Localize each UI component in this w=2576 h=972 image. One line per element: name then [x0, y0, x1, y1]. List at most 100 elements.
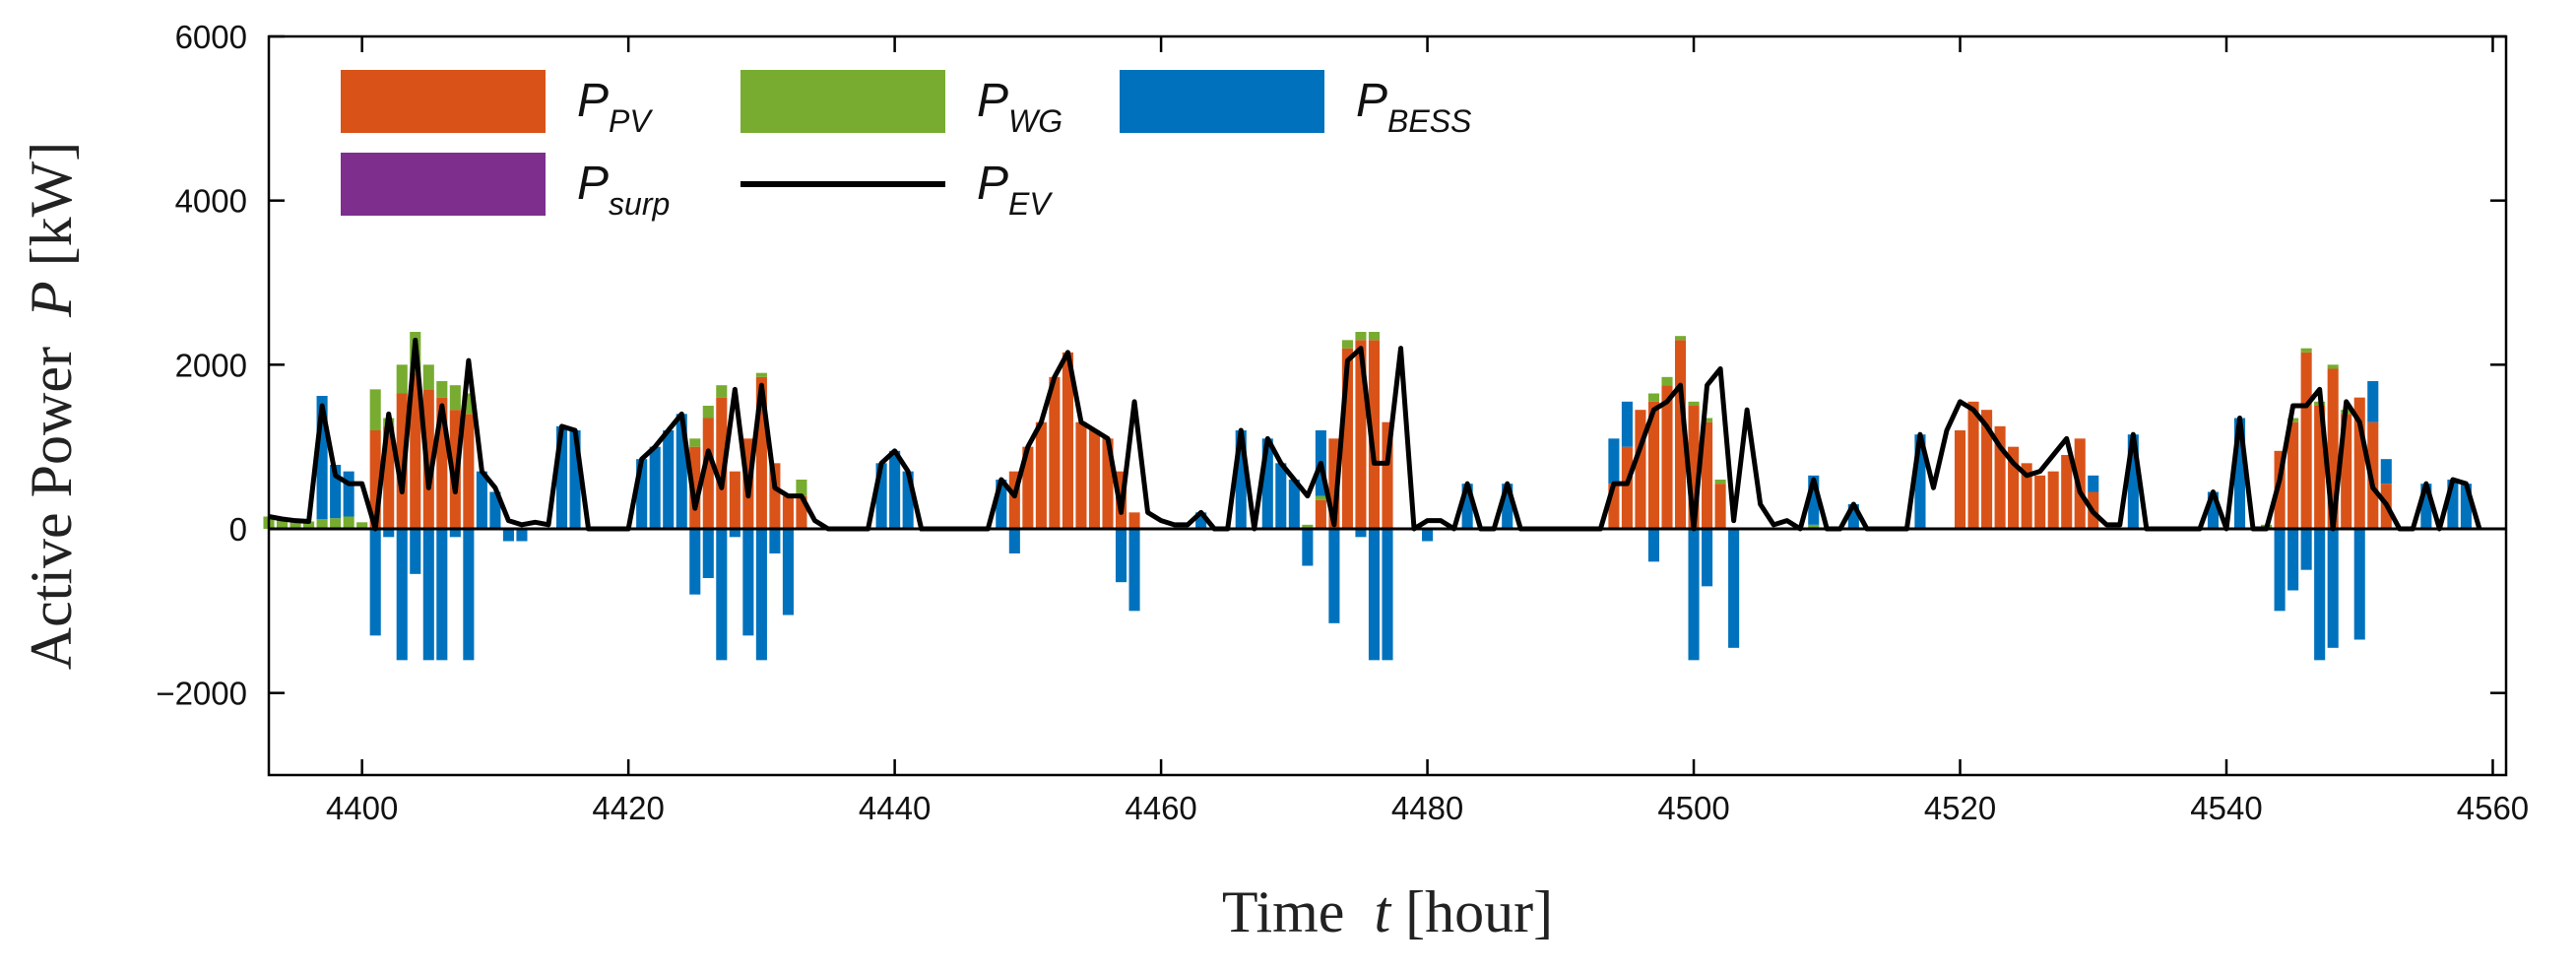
pv-bar — [755, 376, 767, 529]
bess-bar — [1275, 463, 1287, 529]
bess-bar — [1355, 529, 1367, 538]
pv-bar — [1714, 484, 1726, 529]
y-tick-label: 2000 — [175, 347, 247, 383]
bess-bar — [410, 529, 421, 574]
pv-bar — [689, 446, 701, 529]
pv-bar — [796, 495, 807, 529]
wg-bar — [436, 381, 448, 398]
wg-bar — [755, 372, 767, 377]
pv-bar — [1008, 471, 1020, 529]
pv-bar — [1688, 406, 1700, 529]
bess-bar — [1235, 430, 1247, 529]
wg-bar — [2300, 348, 2312, 353]
pv-bar — [463, 414, 475, 529]
axes-layer: 4400 4420 4440 4460 4480 4500 4520 4540 4560 −200… — [156, 19, 2529, 826]
ev-line-layer — [268, 337, 2482, 532]
bess-bar — [369, 529, 381, 636]
bess-bar — [2367, 381, 2379, 422]
wg-bar — [1808, 524, 1820, 529]
bess-bar — [316, 396, 328, 519]
pv-bar — [383, 425, 395, 529]
bess-bar — [383, 529, 395, 538]
bess-bar — [1302, 529, 1314, 566]
wg-bar — [463, 393, 475, 415]
wg-bar — [1674, 336, 1687, 341]
wg-bar — [1341, 340, 1353, 349]
pv-bar — [1075, 421, 1087, 529]
pv-bar — [2274, 450, 2286, 529]
wg-bar — [356, 522, 368, 529]
pv-bar — [1994, 425, 2006, 529]
bess-bar — [1195, 512, 1207, 529]
bess-bar — [476, 471, 487, 529]
pv-bar — [1967, 401, 1979, 529]
pv-bar — [2047, 471, 2059, 529]
pv-bar — [729, 471, 741, 529]
bess-bar — [1847, 504, 1859, 529]
bess-bar — [396, 529, 408, 661]
wg-bar — [343, 516, 354, 529]
bess-bar — [649, 446, 661, 529]
bess-bar — [2300, 529, 2312, 570]
bess-bar — [2127, 434, 2139, 529]
bess-bar — [2314, 529, 2326, 661]
pv-bar — [2327, 368, 2339, 529]
legend-entry-bess: PBESS — [1120, 70, 1471, 139]
wg-bar — [716, 385, 728, 398]
bess-bar — [516, 529, 528, 542]
bess-bar — [1128, 529, 1140, 612]
bess-bar — [1368, 529, 1381, 661]
wg-bar — [796, 480, 807, 496]
x-axis-title: Time t [hour] — [1222, 879, 1553, 944]
bess-bar — [769, 529, 781, 553]
axis-titles: Time t [hour] Active Power P [kW] — [19, 142, 1553, 944]
bars-layer — [263, 332, 2472, 661]
pv-bar — [2314, 406, 2326, 529]
wg-bar — [2327, 364, 2339, 369]
bess-bar — [1008, 529, 1020, 553]
bess-bar — [2353, 529, 2365, 640]
pv-bar — [422, 389, 434, 529]
bess-bar — [2287, 529, 2299, 591]
wg-bar — [1647, 393, 1660, 402]
bess-bar — [1808, 475, 1820, 525]
pv-bar — [1022, 446, 1034, 529]
ev-line — [268, 337, 2482, 532]
bess-bar — [689, 529, 701, 595]
bess-bar — [1461, 484, 1473, 529]
pv-bar — [410, 372, 421, 529]
pv-bar — [1128, 512, 1140, 529]
pv-bar — [2034, 475, 2046, 529]
bess-bar — [875, 463, 887, 529]
bess-bar — [1261, 438, 1273, 529]
pv-bar — [2341, 414, 2352, 529]
pv-bar — [1621, 446, 1633, 529]
wg-bar — [1688, 401, 1700, 406]
pv-bar — [1062, 352, 1073, 529]
wg-bar — [290, 520, 301, 529]
bess-bar — [1702, 529, 1713, 587]
pv-bar — [1035, 421, 1047, 529]
wg-bar — [1702, 418, 1713, 422]
bess-bar — [755, 529, 767, 661]
bess-bar — [1288, 480, 1300, 529]
bess-bar — [2447, 480, 2459, 529]
bess-bar — [343, 471, 354, 517]
pv-bar — [1661, 385, 1673, 529]
pv-bar — [1674, 340, 1687, 529]
bess-bar — [555, 425, 568, 529]
x-tick-label: 4400 — [326, 790, 398, 826]
wg-bar — [369, 389, 381, 430]
pv-bar — [396, 393, 408, 529]
bess-bar — [436, 529, 448, 661]
x-tick-label: 4420 — [592, 790, 664, 826]
x-tick-label: 4440 — [859, 790, 931, 826]
pv-bar — [1368, 340, 1381, 529]
legend-swatch-pv — [341, 70, 546, 133]
legend-label-pv: PPV — [577, 75, 653, 139]
legend-label-surp: Psurp — [577, 158, 670, 222]
wg-bar — [702, 406, 714, 419]
wg-bar — [276, 519, 289, 529]
pv-bar — [1635, 410, 1646, 529]
bess-bar — [996, 480, 1007, 529]
